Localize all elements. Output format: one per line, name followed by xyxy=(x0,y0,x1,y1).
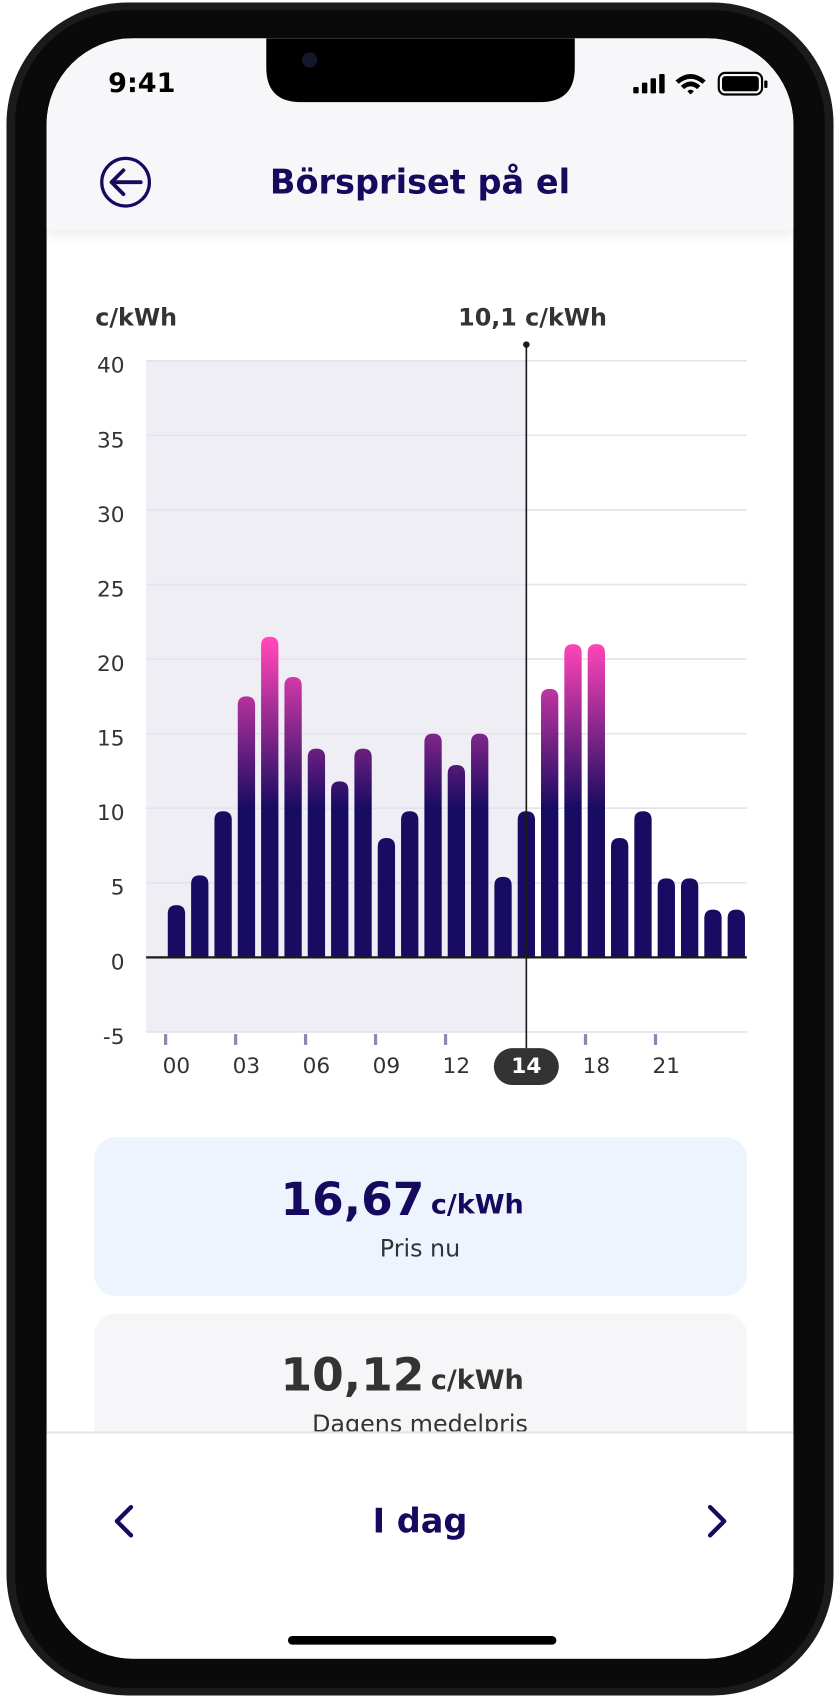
card-unit: c/kWh xyxy=(431,1365,524,1396)
x-tick-label: 06 xyxy=(303,1054,331,1079)
x-tick-label: 18 xyxy=(583,1054,611,1079)
bar xyxy=(564,644,582,958)
x-tick-label: 09 xyxy=(373,1054,401,1079)
bar xyxy=(657,878,675,958)
footer-bg xyxy=(46,1432,794,1659)
bar xyxy=(401,811,419,958)
bar xyxy=(471,733,489,958)
y-tick-label: 35 xyxy=(97,428,125,453)
notch xyxy=(266,38,575,103)
next-button[interactable] xyxy=(707,1504,727,1538)
y-tick-label: -5 xyxy=(103,1025,125,1050)
x-tick-label: 12 xyxy=(443,1054,471,1079)
status-time: 9:41 xyxy=(108,68,175,99)
bar xyxy=(167,905,186,958)
bar xyxy=(704,909,722,958)
bar xyxy=(541,688,559,958)
day-label: I dag xyxy=(373,1502,468,1541)
bar xyxy=(214,811,232,958)
bar xyxy=(237,696,256,958)
y-tick-label: 25 xyxy=(97,577,125,602)
bar xyxy=(680,878,699,958)
selected-pill xyxy=(493,1048,559,1085)
card-unit: c/kWh xyxy=(431,1190,524,1221)
x-tick-label: 03 xyxy=(233,1054,261,1079)
card-value: 16,67 xyxy=(281,1173,425,1226)
bar xyxy=(331,781,349,958)
bar xyxy=(447,764,466,958)
page-title: Börspriset på el xyxy=(270,163,570,202)
bar xyxy=(261,636,279,958)
y-axis-label: c/kWh xyxy=(95,304,177,332)
y-tick-label: 40 xyxy=(97,354,125,379)
bar xyxy=(494,876,512,958)
bar xyxy=(354,748,372,958)
bar xyxy=(611,838,629,958)
back-button[interactable] xyxy=(100,156,152,208)
y-tick-label: 15 xyxy=(97,727,125,752)
card-value: 10,12 xyxy=(281,1349,425,1402)
y-tick-label: 5 xyxy=(111,876,125,901)
y-tick-label: 0 xyxy=(111,950,125,975)
screen: 9:41 Börspriset på el c/kWh 10,1 c/kWh -5 0… xyxy=(46,38,794,1659)
bar xyxy=(587,644,605,958)
card-label: Pris nu xyxy=(380,1234,460,1262)
bar xyxy=(424,733,442,958)
y-tick-label: 30 xyxy=(97,503,125,528)
price-now-card xyxy=(94,1136,747,1297)
chart: c/kWh 10,1 c/kWh -5 0 5 10 15 20 25 30 35 40 00 03 06 0… xyxy=(95,304,747,1085)
annotation: 10,1 c/kWh xyxy=(458,304,607,332)
y-tick-label: 10 xyxy=(97,801,125,826)
bar xyxy=(634,811,652,958)
y-tick-label: 20 xyxy=(97,652,125,677)
bar xyxy=(284,676,302,958)
prev-button[interactable] xyxy=(114,1504,134,1538)
x-tick-label: 14 xyxy=(511,1054,541,1079)
camera xyxy=(302,52,318,68)
selection-dot xyxy=(523,341,530,348)
status-icons xyxy=(633,71,768,96)
x-tick-label: 21 xyxy=(653,1054,681,1079)
bar xyxy=(377,838,396,958)
bar xyxy=(191,875,209,958)
bar xyxy=(307,748,326,958)
home-indicator xyxy=(287,1635,557,1645)
x-tick-label: 00 xyxy=(163,1054,191,1079)
bar xyxy=(727,909,745,958)
